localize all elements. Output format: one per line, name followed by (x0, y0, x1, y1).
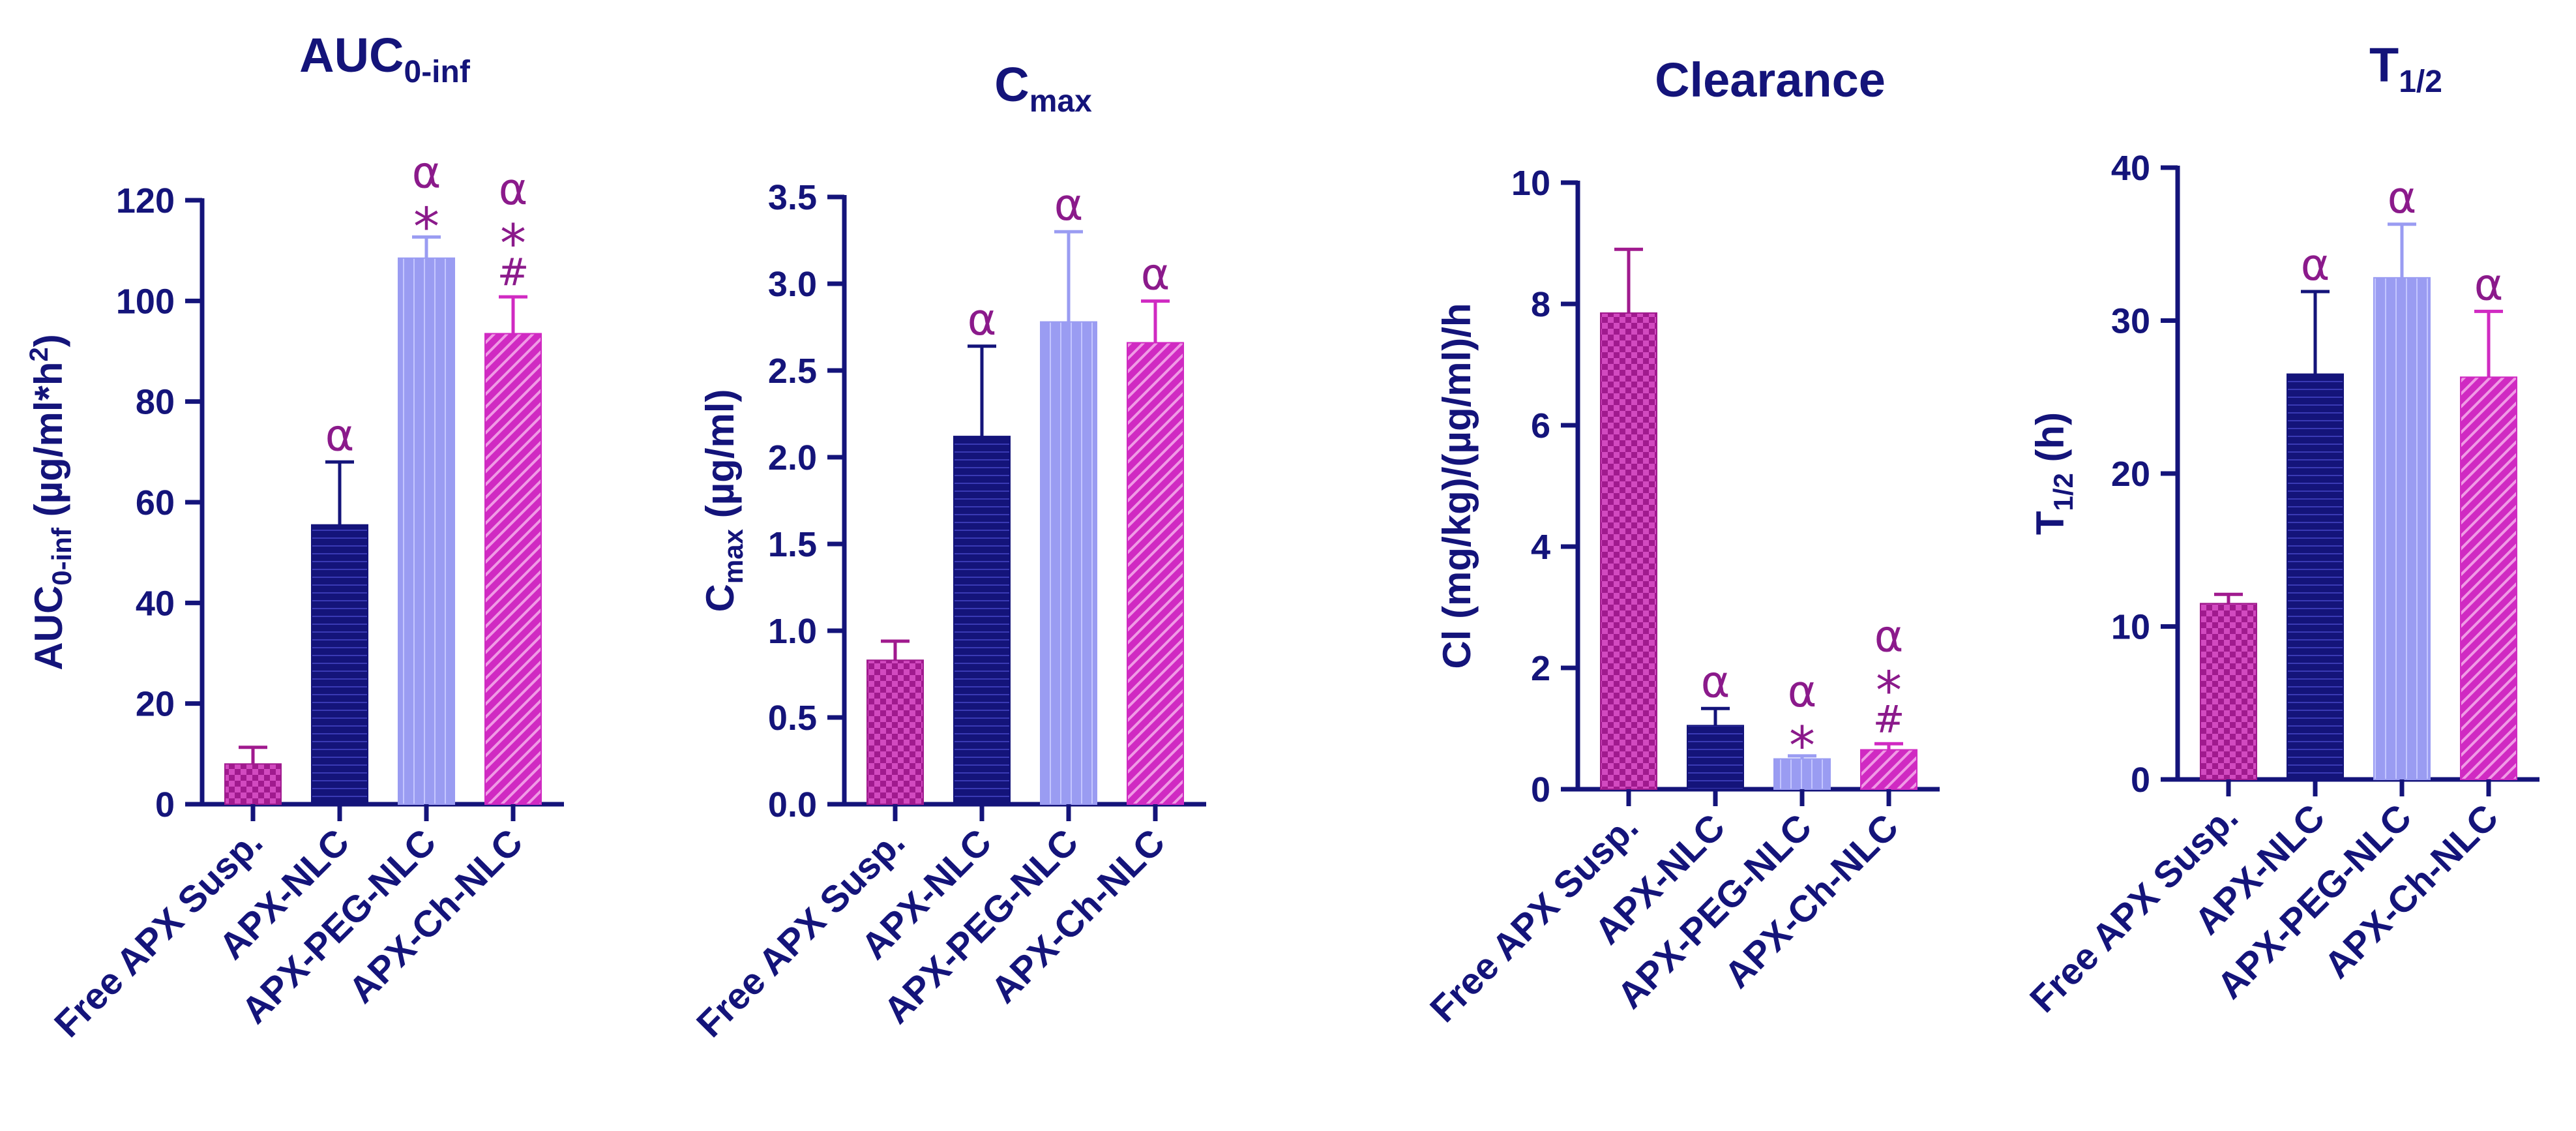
y-tick-label: 2.5 (768, 352, 817, 391)
bar-apx-peg-nlc (1773, 758, 1831, 790)
bar-apx-peg-nlc (2373, 277, 2431, 780)
y-tick-label: 100 (116, 282, 175, 321)
significance-mark: α (2301, 239, 2330, 291)
y-axis-label: T1/2 (h) (2028, 412, 2079, 535)
significance-mark: * (1876, 660, 1902, 721)
bar-apx-nlc (953, 436, 1011, 805)
bar-apx-nlc (311, 524, 368, 805)
y-tick-label: 0.0 (768, 785, 817, 824)
bar-apx-nlc (1687, 725, 1744, 790)
bar-apx-ch-nlc (1127, 342, 1184, 805)
y-tick-label: 6 (1531, 406, 1550, 445)
bar-free-apx-susp (1600, 312, 1657, 790)
chart-title: Clearance (1655, 53, 1886, 107)
significance-mark: α (1054, 179, 1084, 231)
y-tick-label: 3.5 (768, 178, 817, 217)
significance-mark: α (1141, 249, 1170, 301)
significance-mark: # (1873, 697, 1905, 741)
y-tick-label: 8 (1531, 285, 1550, 324)
y-tick-label: 0.5 (768, 699, 817, 738)
significance-mark: α (1874, 611, 1904, 662)
significance-mark: α (968, 294, 997, 346)
bar-apx-nlc (2287, 373, 2344, 780)
panel-cmax: Cmax Cmax (µg/ml) 0.0 0.5 1.0 1.5 2.0 2.5 3.0 3.5… (688, 57, 1206, 1046)
bar-apx-ch-nlc (2460, 376, 2517, 780)
y-tick-label: 30 (2111, 302, 2150, 341)
y-tick-label: 80 (136, 383, 175, 422)
bar-apx-ch-nlc (484, 333, 542, 806)
y-tick-label: 0 (155, 785, 175, 824)
y-tick-label: 20 (136, 685, 175, 724)
bar-free-apx-susp (866, 659, 924, 805)
chart-title: Cmax (994, 57, 1092, 119)
y-tick-label: 20 (2111, 455, 2150, 494)
bar-apx-peg-nlc (398, 257, 455, 806)
y-axis-label: AUC0-inf (µg/ml*h2) (25, 334, 77, 670)
significance-mark: * (413, 196, 439, 257)
y-tick-label: 1.5 (768, 525, 817, 564)
significance-mark: α (1701, 656, 1730, 708)
significance-mark: α (2474, 259, 2504, 310)
bar-free-apx-susp (2200, 603, 2257, 780)
significance-mark: α (2388, 172, 2417, 224)
y-tick-label: 2 (1531, 649, 1550, 688)
y-tick-label: 3.0 (768, 265, 817, 304)
significance-mark: # (497, 250, 529, 294)
y-tick-label: 60 (136, 483, 175, 522)
significance-mark: α (412, 147, 441, 198)
y-tick-label: 40 (136, 584, 175, 623)
bar-apx-peg-nlc (1040, 321, 1097, 805)
chart-title: AUC0-inf (299, 28, 471, 89)
y-tick-label: 1.0 (768, 612, 817, 651)
significance-mark: * (500, 213, 526, 274)
y-axis-label: Cmax (µg/ml) (698, 389, 748, 612)
y-axis-label: Cl (mg/kg)/(µg/ml)/h (1435, 303, 1479, 669)
significance-mark: α (499, 164, 528, 215)
y-tick-label: 10 (2111, 608, 2150, 647)
bar-free-apx-susp (224, 763, 282, 806)
bar-apx-ch-nlc (1860, 749, 1917, 791)
y-tick-label: 2.0 (768, 438, 817, 477)
y-tick-label: 4 (1531, 528, 1550, 567)
significance-mark: * (1789, 716, 1815, 776)
y-tick-label: 120 (116, 181, 175, 220)
chart-title: T1/2 (2369, 38, 2442, 99)
significance-mark: α (1788, 666, 1817, 717)
y-tick-label: 40 (2111, 149, 2150, 188)
significance-mark: α (325, 410, 355, 461)
panel-auc: AUC0-inf AUC0-inf (µg/ml*h2) 0 20 40 60 80 100 1… (25, 28, 564, 1046)
y-tick-label: 0 (2131, 761, 2150, 800)
y-tick-label: 0 (1531, 770, 1550, 809)
y-tick-label: 10 (1511, 164, 1550, 203)
